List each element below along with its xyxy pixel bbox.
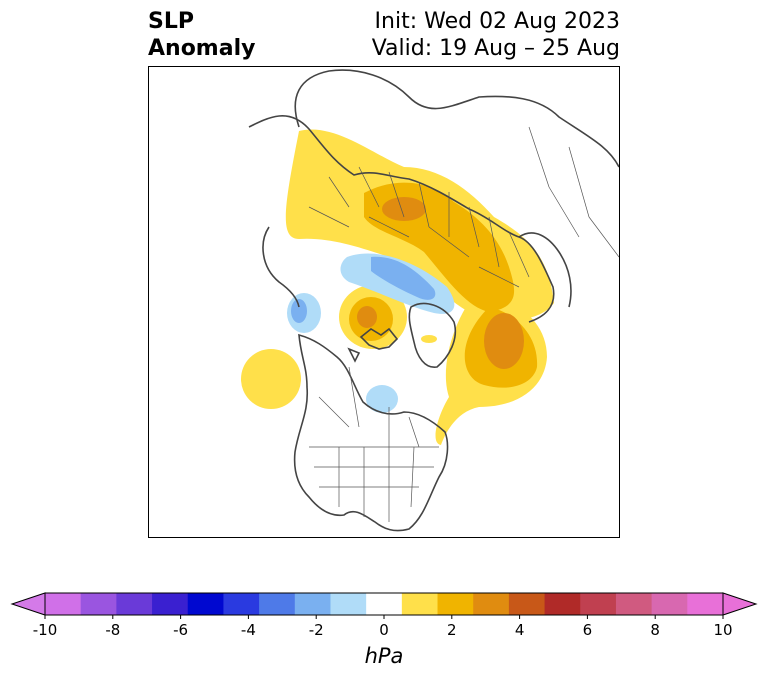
positive-anomaly-pacific: [241, 349, 301, 409]
colorbar-segment: [45, 593, 82, 615]
negative-anomaly-arctic-core: [371, 256, 436, 300]
colorbar-segment: [473, 593, 510, 615]
arctic-islands: [347, 327, 399, 363]
colorbar-segment: [223, 593, 260, 615]
colorbar-tick-label: -8: [105, 621, 120, 639]
init-date-label: Init: Wed 02 Aug 2023: [374, 9, 620, 34]
colorbar-segment: [687, 593, 724, 615]
asia-pacific-coast: [294, 69, 619, 168]
colorbar-segment: [651, 593, 688, 615]
title-line-1: SLP: [148, 9, 194, 34]
orange-anomaly-siberia: [382, 197, 426, 221]
colorbar-segment: [580, 593, 617, 615]
europe-coast: [262, 226, 300, 308]
colorbar-segment: [330, 593, 367, 615]
orange-anomaly-greenland: [484, 313, 524, 369]
colorbar-segment: [401, 593, 439, 615]
colorbar-tick-label: -4: [241, 621, 256, 639]
coastlines: [248, 69, 619, 532]
colorbar-under-arrow: [10, 592, 46, 616]
canada-province-lines: [318, 366, 420, 448]
colorbar-tick-label: 0: [379, 621, 389, 639]
orange-anomaly-arctic: [357, 306, 377, 328]
colorbar-segment: [366, 593, 403, 615]
colorbar-segment: [437, 593, 474, 615]
colorbar-svg: -10 -8 -6 -4 -2 0 2 4 6 8 10: [10, 592, 758, 639]
map-canvas: [241, 69, 619, 532]
colorbar-segment: [80, 593, 117, 615]
valid-range-label: Valid: 19 Aug – 25 Aug: [371, 36, 620, 61]
colorbar-segment: [259, 593, 296, 615]
colorbar-segment: [544, 593, 581, 615]
colorbar-segment: [187, 593, 224, 615]
scandinavia-coast: [518, 232, 572, 308]
colorbar-tick-label: 4: [515, 621, 525, 639]
colorbar-tick-label: -10: [33, 621, 58, 639]
eurasia-country-lines: [308, 126, 619, 288]
slp-anomaly-map: [148, 66, 620, 538]
borders: [308, 126, 619, 522]
greenland-coast: [408, 302, 456, 368]
north-america-coast: [293, 333, 449, 532]
colorbar-tick-label: 6: [583, 621, 593, 639]
colorbar-segment: [152, 593, 189, 615]
colorbar: -10 -8 -6 -4 -2 0 2 4 6 8 10: [10, 588, 758, 648]
colorbar-segment: [508, 593, 546, 615]
forecast-dates: Init: Wed 02 Aug 2023 Valid: 19 Aug – 25…: [372, 8, 620, 62]
colorbar-tick-label: 8: [650, 621, 660, 639]
map-title: SLP Anomaly: [148, 8, 255, 62]
colorbar-tick-label: -6: [173, 621, 188, 639]
title-line-2: Anomaly: [148, 36, 256, 61]
colorbar-tick-label: -2: [309, 621, 324, 639]
colorbar-segment: [116, 593, 153, 615]
negative-anomaly-alaska-core: [291, 299, 307, 323]
colorbar-over-arrow: [722, 592, 758, 616]
colorbar-unit-label: hPa: [364, 644, 404, 668]
negative-anomaly-hudson: [366, 385, 398, 413]
anomaly-fills: [241, 129, 554, 445]
colorbar-segment: [294, 593, 331, 615]
colorbar-tick-label: 10: [713, 621, 732, 639]
colorbar-tick-label: 2: [447, 621, 457, 639]
us-state-lines: [309, 446, 439, 522]
eurasia-coast: [248, 115, 555, 323]
colorbar-segment: [615, 593, 653, 615]
positive-anomaly-small: [421, 335, 437, 343]
